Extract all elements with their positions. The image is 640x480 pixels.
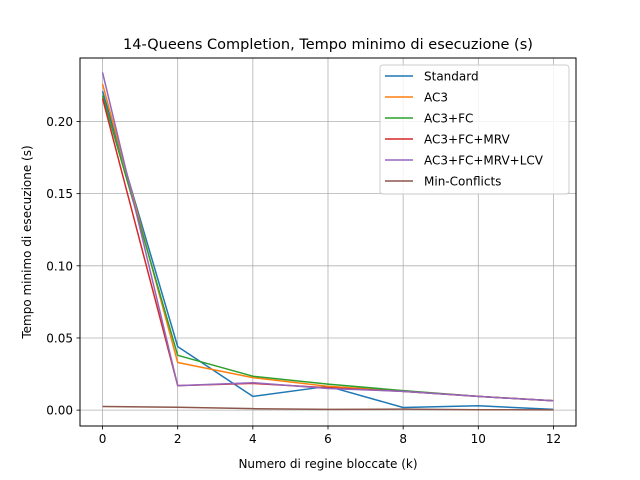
x-tick-label: 2 (174, 432, 182, 446)
x-tick-label: 0 (99, 432, 107, 446)
x-tick-label: 10 (471, 432, 486, 446)
legend-entry: Min-Conflicts (424, 175, 501, 189)
series-line (102, 405, 554, 411)
x-tick-label: 8 (399, 432, 407, 446)
legend-entry: Standard (424, 70, 479, 84)
y-tick-label: 0.10 (46, 259, 73, 273)
x-tick-label: 4 (249, 432, 257, 446)
chart-title: 14-Queens Completion, Tempo minimo di es… (123, 37, 533, 53)
legend-entry: AC3+FC+MRV (424, 133, 510, 147)
x-axis-label: Numero di regine bloccate (k) (238, 457, 417, 471)
y-axis-label: Tempo minimo di esecuzione (s) (20, 145, 34, 339)
legend: Standard AC3 AC3+FC AC3+FC+MRV AC3+FC+MRV+LC… (379, 64, 570, 195)
y-tick-label: 0.15 (46, 187, 73, 201)
legend-entry: AC3+FC (424, 112, 473, 126)
axis-ticks: 0 2 4 6 8 10 12 0.00 0.05 0.10 0.15 0.20 (46, 115, 561, 446)
y-tick-label: 0.00 (46, 404, 73, 418)
y-tick-label: 0.05 (46, 331, 73, 345)
legend-entry: AC3 (424, 91, 448, 105)
x-tick-label: 6 (324, 432, 332, 446)
x-tick-label: 12 (546, 432, 561, 446)
series-lines (101, 72, 554, 411)
series-line (101, 72, 554, 402)
y-tick-label: 0.20 (46, 115, 73, 129)
legend-entry: AC3+FC+MRV+LCV (424, 154, 544, 168)
legend-box (379, 64, 570, 195)
